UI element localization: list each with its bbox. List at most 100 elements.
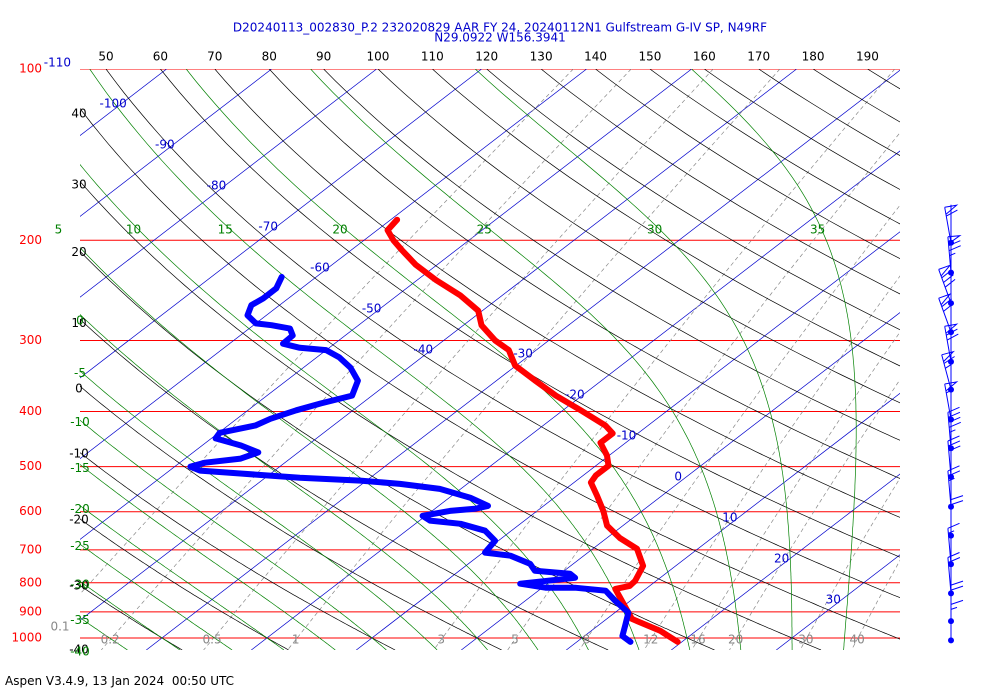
isotherm	[461, 312, 900, 650]
dry-adiabat	[80, 318, 609, 650]
mixing-ratio-label: 0.2	[101, 633, 120, 647]
moist-adiabat-label: -10	[70, 415, 90, 429]
wind-barb	[947, 552, 961, 594]
isotherm-label: -50	[362, 302, 382, 316]
moist-adiabat	[80, 370, 438, 650]
dry-adiabat-label: 140	[584, 50, 607, 64]
isotherm	[80, 69, 797, 621]
wind-barbs	[938, 204, 964, 644]
moist-adiabat-label: 30	[647, 223, 662, 237]
dry-adiabat-label: -20	[69, 512, 89, 526]
mixing-ratio-line	[101, 69, 632, 650]
moist-adiabat	[80, 314, 488, 650]
isotherm	[80, 69, 587, 460]
mixing-ratio-line	[643, 275, 900, 650]
dry-adiabat-label: -10	[69, 447, 89, 461]
pressure-label: 700	[19, 542, 42, 556]
moist-adiabat-label: 25	[477, 223, 492, 237]
moist-adiabat	[80, 247, 539, 650]
wind-barb	[944, 323, 959, 362]
dry-adiabat-label: 80	[262, 50, 277, 64]
mixing-ratio-label: 20	[728, 633, 743, 647]
moist-adiabat	[80, 505, 285, 650]
pressure-label: 600	[19, 504, 42, 518]
wind-barb	[950, 599, 964, 641]
isotherm-label: 30	[826, 593, 841, 607]
dry-adiabat-label: 110	[421, 50, 444, 64]
moist-adiabat	[0, 69, 75, 650]
dry-adiabat-label: 120	[475, 50, 498, 64]
mixing-ratio-line	[729, 379, 900, 650]
moist-adiabat-label: 10	[126, 223, 141, 237]
moist-adiabat	[691, 69, 857, 650]
dry-adiabat-label: 90	[316, 50, 331, 64]
pressure-label: 1000	[11, 630, 42, 644]
mixing-ratio-label: 3	[437, 633, 445, 647]
dry-adiabat-label: 160	[693, 50, 716, 64]
pressure-label: 500	[19, 459, 42, 473]
isotherm	[80, 69, 377, 298]
dry-adiabat	[595, 69, 900, 260]
dry-adiabat	[432, 69, 900, 367]
pressure-label: 300	[19, 333, 42, 347]
mixing-ratio-line	[287, 69, 781, 650]
isotherm-label: 0	[674, 470, 682, 484]
isotherm-label: 10	[722, 511, 737, 525]
dry-adiabat-label: 0	[75, 381, 83, 395]
moist-adiabat-label: -30	[70, 577, 90, 591]
dry-adiabat	[323, 69, 900, 441]
dry-adiabat	[268, 69, 900, 479]
wind-station	[948, 532, 954, 539]
isotherm	[671, 473, 900, 650]
isotherm	[80, 69, 167, 137]
mixing-ratio-label: 30	[798, 633, 813, 647]
chart-subtitle: N29.0922 W156.3941	[434, 31, 566, 45]
isotherm-label: -10	[617, 429, 637, 443]
dry-adiabat-label: 170	[747, 50, 770, 64]
isotherm	[146, 69, 900, 650]
wind-barb	[947, 235, 962, 273]
mixing-ratio-label: 1	[292, 633, 300, 647]
moist-adiabat-label: -35	[70, 613, 90, 627]
dry-adiabat	[377, 69, 900, 404]
wind-barb	[950, 495, 964, 536]
wind-barb	[944, 381, 959, 420]
dry-adiabat-label: 70	[207, 50, 222, 64]
moist-adiabat	[80, 419, 387, 650]
temperature-profile	[384, 216, 681, 645]
dry-adiabat-label: 20	[71, 245, 86, 259]
isotherm	[80, 69, 272, 217]
moist-adiabat-label: -20	[70, 502, 90, 516]
mixing-ratio-label: 16	[690, 633, 705, 647]
mixing-ratio-line	[433, 69, 896, 650]
moist-adiabat-label: -40	[70, 645, 90, 659]
moist-adiabat-label: -25	[70, 539, 90, 553]
mixing-ratio-label: 8	[582, 633, 590, 647]
moist-adiabat	[80, 543, 233, 650]
dry-adiabat	[80, 180, 822, 650]
isotherm-label: -110	[44, 56, 71, 70]
wind-station	[948, 561, 954, 568]
dry-adiabat-label: 50	[98, 50, 113, 64]
moist-adiabat-label: -5	[74, 366, 86, 380]
wind-barb	[938, 264, 956, 304]
isotherm-label: -40	[414, 343, 434, 357]
dry-adiabat	[105, 69, 900, 599]
pressure-label: 800	[19, 575, 42, 589]
dry-adiabat	[758, 69, 900, 156]
mixing-ratio-label: 0.1	[50, 620, 69, 634]
footer: Aspen V3.4.9, 13 Jan 2024 00:50 UTC	[5, 674, 235, 688]
dry-adiabat	[80, 385, 502, 650]
moist-adiabat	[474, 69, 793, 650]
mixing-ratio-label: 40	[849, 633, 864, 647]
dry-adiabat	[80, 518, 289, 650]
wind-barb	[947, 406, 961, 449]
dry-adiabat-label: 180	[802, 50, 825, 64]
moist-adiabat-label: 20	[332, 223, 347, 237]
isotherm	[0, 69, 62, 650]
mixing-ratio-line	[579, 204, 900, 650]
mixing-ratio-line	[851, 559, 900, 650]
wind-barb	[938, 293, 954, 333]
mixing-ratio-label: 5	[511, 633, 519, 647]
